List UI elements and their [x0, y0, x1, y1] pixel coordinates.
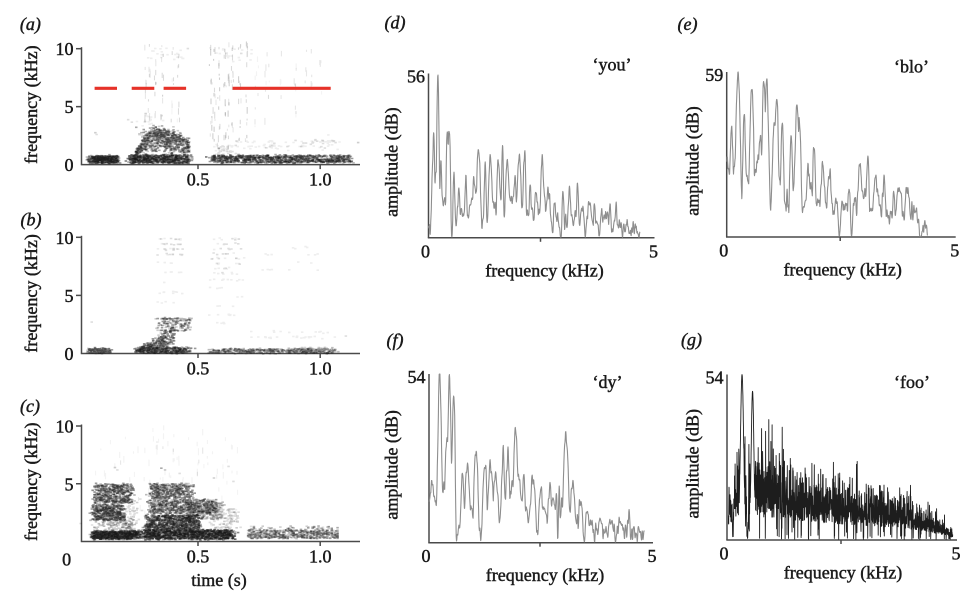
svg-text:0: 0 — [62, 550, 71, 570]
svg-text:59: 59 — [705, 65, 723, 85]
svg-text:1.0: 1.0 — [309, 547, 332, 567]
svg-text:(c): (c) — [20, 396, 40, 417]
svg-text:amplitude (dB): amplitude (dB) — [382, 410, 403, 519]
svg-text:‘blo’: ‘blo’ — [894, 57, 929, 77]
svg-text:(b): (b) — [21, 210, 42, 231]
svg-text:frequency (kHz): frequency (kHz) — [486, 565, 604, 586]
svg-text:10: 10 — [56, 228, 74, 248]
svg-text:5: 5 — [950, 241, 959, 261]
svg-text:5: 5 — [65, 474, 74, 494]
svg-text:frequency (kHz): frequency (kHz) — [21, 234, 42, 352]
svg-text:56: 56 — [407, 67, 425, 87]
svg-text:1.0: 1.0 — [309, 170, 332, 190]
svg-text:5: 5 — [65, 286, 74, 306]
svg-text:54: 54 — [408, 367, 426, 387]
svg-text:0: 0 — [65, 344, 74, 364]
svg-text:frequency (kHz): frequency (kHz) — [21, 423, 42, 541]
svg-text:5: 5 — [648, 546, 657, 566]
svg-text:(a): (a) — [20, 14, 41, 35]
svg-text:0: 0 — [422, 546, 431, 566]
svg-text:5: 5 — [952, 544, 961, 564]
svg-text:0: 0 — [720, 544, 729, 564]
svg-text:frequency (kHz): frequency (kHz) — [784, 563, 902, 584]
svg-text:(g): (g) — [681, 330, 702, 351]
svg-text:0: 0 — [421, 241, 430, 261]
svg-text:5: 5 — [649, 241, 658, 261]
svg-text:(f): (f) — [387, 330, 404, 351]
svg-text:54: 54 — [706, 368, 724, 388]
svg-text:0.5: 0.5 — [187, 547, 210, 567]
svg-text:5: 5 — [65, 97, 74, 117]
svg-text:amplitude (dB): amplitude (dB) — [382, 107, 403, 216]
svg-text:amplitude (dB): amplitude (dB) — [683, 409, 704, 518]
svg-text:frequency (kHz): frequency (kHz) — [783, 260, 901, 281]
svg-text:0.5: 0.5 — [187, 359, 210, 379]
svg-text:10: 10 — [56, 39, 74, 59]
svg-text:‘foo’: ‘foo’ — [894, 372, 930, 392]
svg-text:frequency (kHz): frequency (kHz) — [21, 45, 42, 163]
svg-text:time (s): time (s) — [191, 570, 247, 591]
svg-text:(d): (d) — [385, 13, 406, 34]
svg-text:‘you’: ‘you’ — [593, 55, 632, 75]
svg-text:‘dy’: ‘dy’ — [593, 372, 623, 392]
svg-text:10: 10 — [56, 417, 74, 437]
svg-text:frequency (kHz): frequency (kHz) — [485, 260, 603, 281]
svg-text:(e): (e) — [678, 14, 698, 35]
svg-text:0: 0 — [65, 155, 74, 175]
svg-text:0: 0 — [719, 241, 728, 261]
svg-text:0.5: 0.5 — [187, 170, 210, 190]
svg-text:amplitude (dB): amplitude (dB) — [683, 106, 704, 215]
svg-text:1.0: 1.0 — [309, 359, 332, 379]
